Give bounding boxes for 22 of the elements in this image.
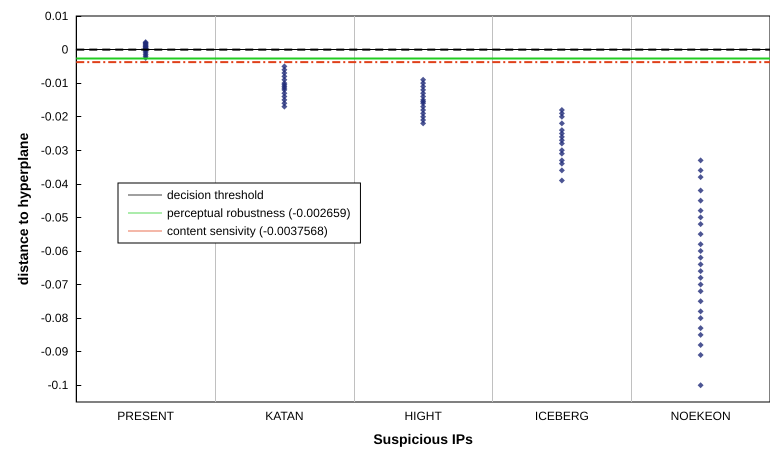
y-tick-label: -0.09 bbox=[40, 344, 69, 359]
x-tick-label: HIGHT bbox=[404, 409, 442, 423]
y-tick-label: -0.03 bbox=[40, 143, 69, 158]
y-tick-label: -0.06 bbox=[40, 244, 69, 258]
x-tick-label: KATAN bbox=[265, 409, 304, 423]
y-axis-title: distance to hyperplane bbox=[15, 132, 31, 286]
x-tick-label: NOEKEON bbox=[670, 409, 731, 423]
y-tick-label: -0.05 bbox=[40, 210, 69, 224]
y-tick-label: 0.01 bbox=[44, 9, 69, 23]
y-tick-label: -0.04 bbox=[40, 176, 69, 191]
x-tick-label: PRESENT bbox=[117, 409, 175, 423]
x-tick-label: ICEBERG bbox=[534, 409, 589, 423]
y-tick-label: -0.08 bbox=[40, 311, 69, 326]
legend-label: content sensivity (-0.0037568) bbox=[167, 224, 328, 238]
y-tick-label: -0.07 bbox=[40, 278, 69, 292]
y-tick-label: -0.1 bbox=[48, 378, 69, 392]
y-tick-label: -0.01 bbox=[40, 76, 69, 90]
x-axis-title: Suspicious IPs bbox=[373, 431, 474, 447]
y-tick-label: -0.02 bbox=[40, 110, 69, 124]
legend-label: perceptual robustness (-0.002659) bbox=[167, 206, 350, 220]
legend-label: decision threshold bbox=[167, 188, 264, 202]
y-tick-label: 0 bbox=[62, 42, 69, 57]
